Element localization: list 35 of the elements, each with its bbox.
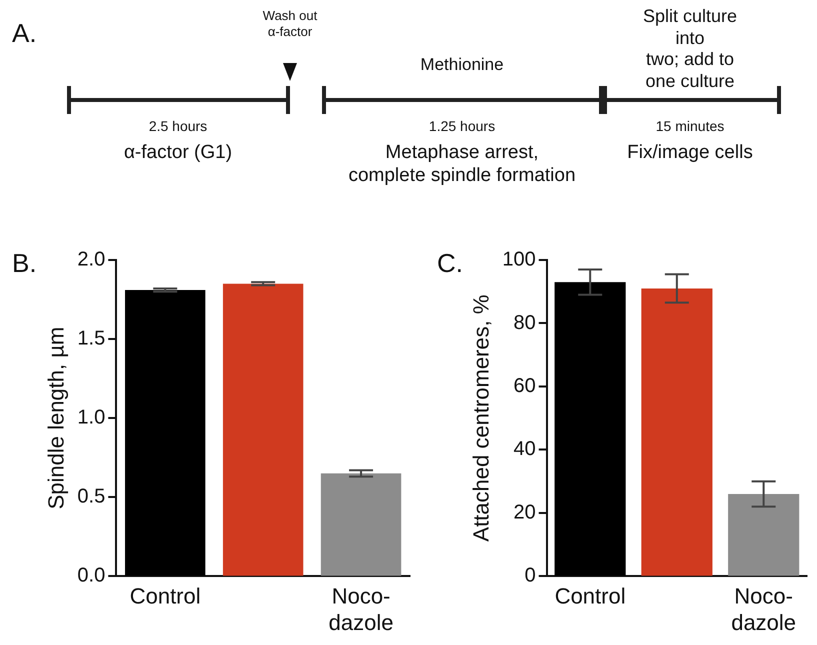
- text: Fix/image cells: [627, 142, 753, 165]
- y-tick-label: 40: [514, 438, 536, 460]
- text: α-factor (G1): [124, 142, 232, 165]
- text: 1.25 hours: [428, 118, 496, 135]
- text: Split culture into two; add to one culture: [642, 6, 738, 92]
- y-axis-title: Spindle length, µm: [43, 326, 68, 510]
- text: 15 minutes: [656, 118, 724, 135]
- x-tick-label: Noco- dazole: [731, 583, 796, 635]
- text: Wash out α-factor: [262, 8, 318, 40]
- text: Methionine: [420, 55, 504, 76]
- y-tick-label: 0: [524, 564, 536, 587]
- chart-title: C.: [437, 248, 463, 279]
- bar: [641, 288, 712, 576]
- x-tick-label: Control: [130, 583, 201, 608]
- y-tick-label: 0.0: [77, 564, 106, 587]
- y-tick-label: 1.5: [77, 328, 106, 350]
- bar: [222, 284, 304, 576]
- bar: [125, 290, 206, 576]
- y-tick-label: 20: [514, 501, 536, 524]
- y-tick-label: 1.0: [77, 406, 106, 429]
- bar: [728, 494, 800, 576]
- y-tick-label: 60: [514, 374, 536, 397]
- x-tick-label: Noco- dazole: [328, 583, 394, 635]
- text: Metaphase arrest, complete spindle formation: [348, 142, 576, 188]
- y-axis-title: Attached centromeres, %: [468, 294, 494, 542]
- bar: [320, 473, 402, 576]
- x-tick-label: Control: [554, 583, 626, 608]
- text: A.: [12, 18, 37, 49]
- y-tick-label: 0.5: [77, 486, 106, 508]
- y-tick-label: 100: [502, 248, 536, 271]
- text: 2.5 hours: [148, 118, 208, 135]
- y-tick-label: 2.0: [77, 248, 106, 271]
- chart-title: B.: [12, 248, 37, 279]
- y-tick-label: 80: [514, 312, 536, 334]
- bar: [554, 282, 626, 576]
